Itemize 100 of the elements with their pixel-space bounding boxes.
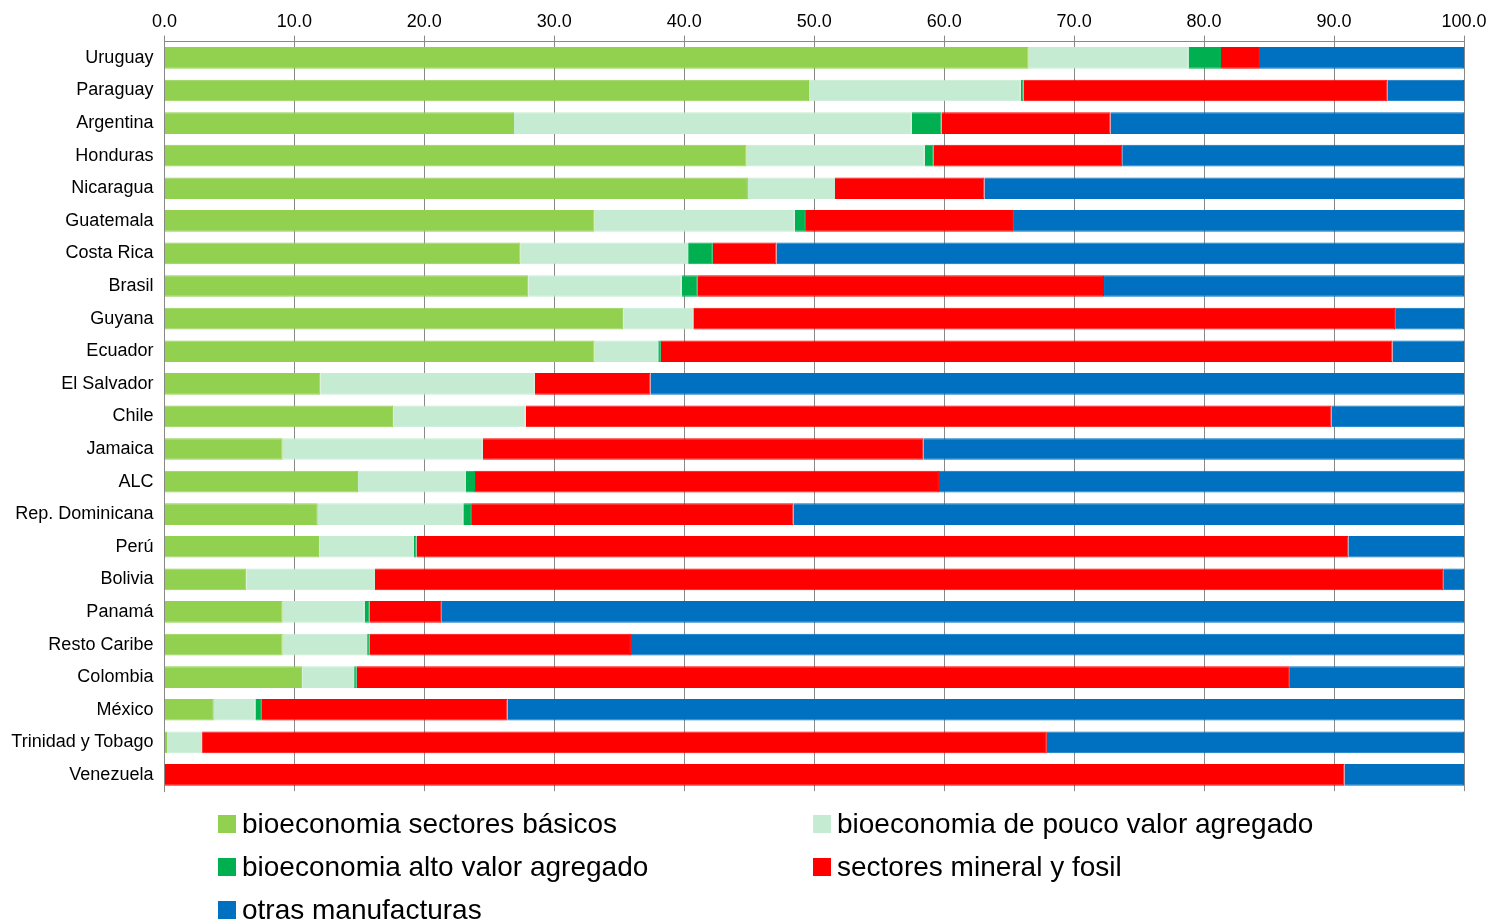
bar [693,307,1396,330]
y-tick-label: Costa Rica [65,242,155,263]
bar [164,177,748,200]
y-tick-label: Uruguay [85,46,154,67]
x-tick-label: 30.0 [536,10,572,31]
bar [1023,79,1388,102]
bar [794,210,806,232]
bar [164,633,283,656]
y-tick-label: Bolivia [100,568,155,589]
y-tick-label: Brasil [108,275,154,295]
bar [358,470,466,493]
bar [282,601,365,623]
bar [688,242,713,265]
bar [164,210,595,232]
bar [246,568,375,591]
bar [164,568,247,591]
y-tick-label: Resto Caribe [48,633,154,654]
bar [924,144,934,167]
legend-label: bioeconomia sectores básicos [242,807,618,841]
bar [164,666,303,688]
legend-label: bioeconomia de pouco valor agregado [837,807,1314,841]
bar [213,698,256,721]
bar [482,438,924,460]
bar [465,470,476,493]
bar [164,405,394,428]
y-tick-label: Jamaica [86,437,155,458]
y-tick-label: Argentina [76,112,155,133]
bar [594,340,659,363]
bar [1013,210,1464,232]
bar [1220,47,1260,69]
bar [164,698,214,721]
bar [1188,47,1221,69]
y-tick-label: Nicaragua [71,177,155,198]
bar [164,47,1029,69]
bar [1331,405,1464,428]
x-tick-label: 60.0 [926,10,962,31]
bar [630,633,1464,656]
y-tick-label: Panamá [86,600,155,621]
y-tick-label: Paraguay [76,79,154,100]
bar [1110,112,1464,134]
bar [594,210,795,232]
bar [416,535,1349,558]
bar [369,633,631,656]
x-tick-label: 90.0 [1316,10,1352,31]
bar [514,112,912,134]
bar [164,503,318,526]
bar [471,503,794,526]
y-tick-label: El Salvador [61,372,154,393]
bar [282,633,368,656]
bar [525,405,1332,428]
bar [164,764,1345,786]
bar [393,405,526,428]
bar [938,470,1464,493]
x-tick-label: 50.0 [796,10,832,31]
bar [1259,47,1464,69]
y-tick-label: Trinidad y Tobago [11,731,154,752]
bar [319,535,414,558]
y-tick-label: Rep. Dominicana [15,503,155,524]
y-tick-label: Honduras [75,144,154,165]
bar [660,340,1393,363]
bar [1028,47,1189,69]
x-tick-label: 10.0 [276,10,312,31]
bar [164,275,529,297]
bar [164,112,515,134]
bar [164,372,321,395]
bar [1348,535,1464,558]
bar [164,438,283,460]
bar [1395,307,1464,330]
bar [923,438,1464,460]
bar [320,372,535,395]
bar [1122,144,1464,167]
legend-label: sectores mineral y fosil [837,850,1122,884]
bar [463,503,472,526]
y-tick-label: México [96,698,154,719]
bar [1387,79,1464,102]
bar [1289,666,1464,688]
bar [164,307,624,330]
bar [164,242,521,265]
bar [282,438,483,460]
bar [255,698,262,721]
bar [164,340,595,363]
bar [475,470,939,493]
x-tick-label: 70.0 [1056,10,1092,31]
bar [528,275,682,297]
bar [623,307,694,330]
bar [356,666,1290,688]
bar [746,144,925,167]
bar [164,470,359,493]
y-tick-label: Guyana [90,307,155,328]
bar [681,275,698,297]
legend-label: otras manufacturas [242,893,482,924]
bar [1344,764,1464,786]
bar [507,698,1464,721]
x-tick-label: 80.0 [1186,10,1222,31]
x-tick-label: 20.0 [406,10,442,31]
y-tick-label: Colombia [77,666,155,687]
bar [1104,275,1464,297]
bar [202,731,1047,754]
bar [712,242,777,265]
bar [441,601,1464,623]
